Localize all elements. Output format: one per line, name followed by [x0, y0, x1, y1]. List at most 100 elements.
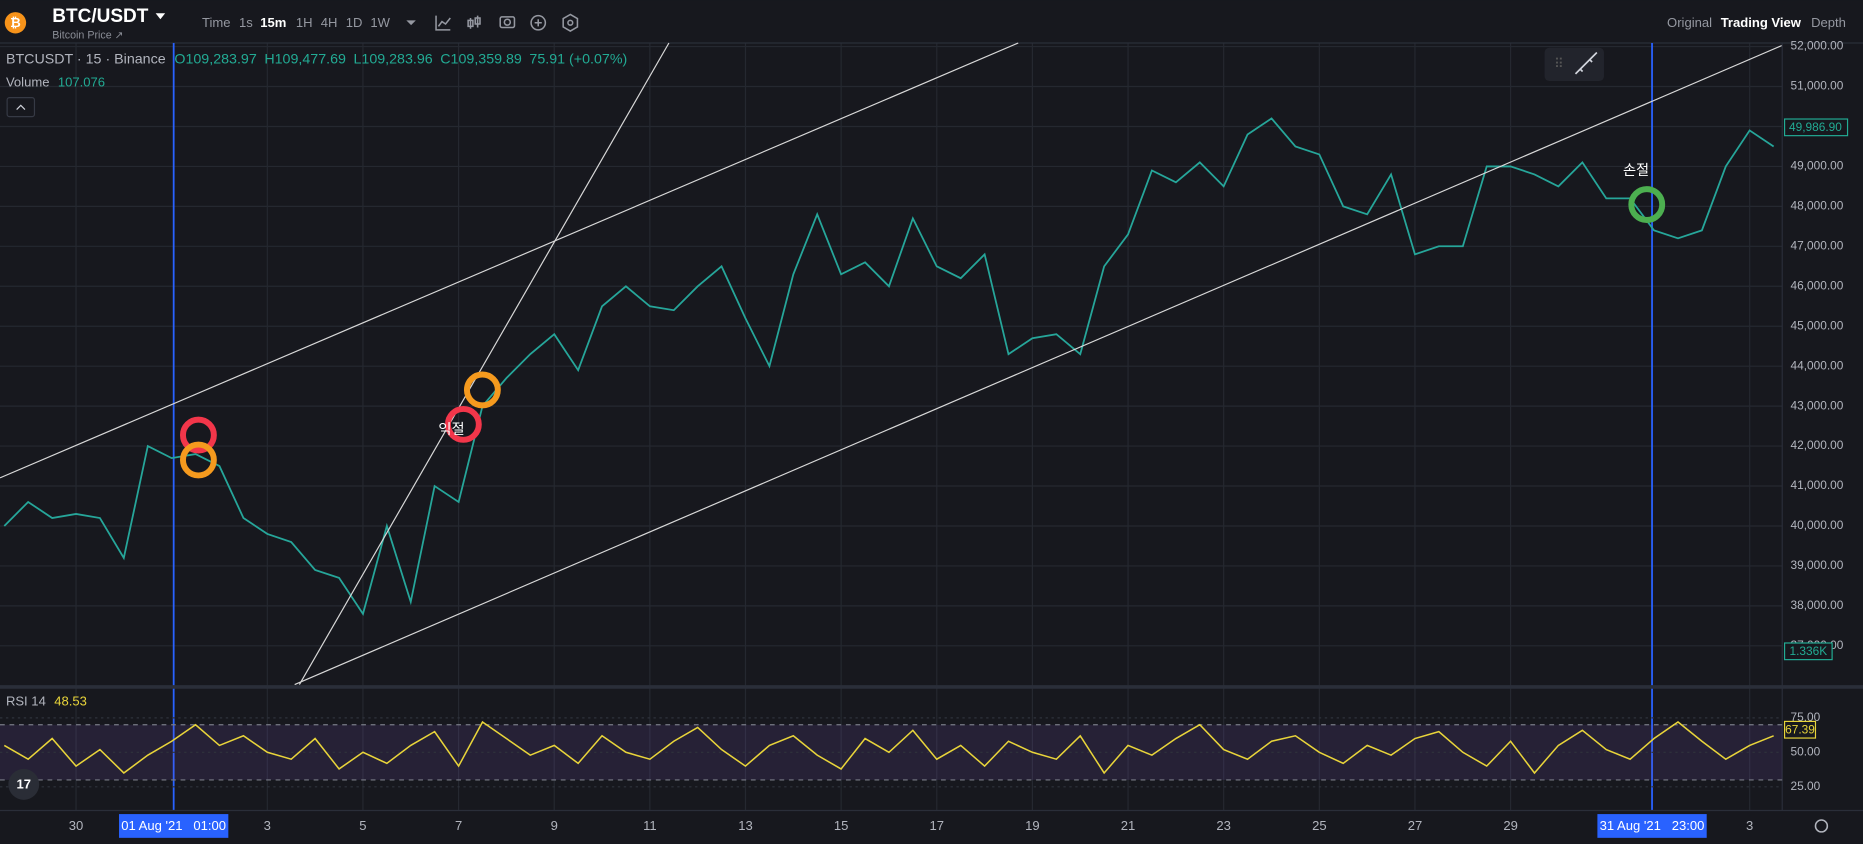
interval[interactable]: 1s	[239, 15, 253, 30]
rsi-legend: RSI 14 48.53	[6, 694, 87, 709]
legend-high: H109,477.69	[264, 51, 346, 67]
settings-icon[interactable]	[562, 13, 579, 32]
price-tick-label: 40,000.00	[1791, 518, 1844, 532]
date-tick-label: 3	[264, 818, 271, 833]
volume-price: 1.336K	[1790, 644, 1828, 658]
rsi-tick-label: 75.00	[1791, 710, 1821, 724]
date-tick-label: 15	[834, 818, 849, 833]
last-price-box	[1783, 118, 1849, 137]
rsi-last: 67.39	[1785, 722, 1815, 736]
price-tick-label: 48,000.00	[1791, 199, 1844, 213]
volume-value: 107.076	[58, 75, 105, 90]
interval[interactable]: Time	[202, 15, 231, 30]
trendline[interactable]	[294, 44, 1783, 686]
tv-logo[interactable]	[8, 768, 40, 800]
price-tick-label: 45,000.00	[1791, 318, 1844, 332]
rsi-line	[3, 720, 1774, 775]
rsi-tick-label: 50.00	[1791, 744, 1821, 758]
interval[interactable]: 1W	[370, 15, 390, 30]
marker-circle[interactable]	[444, 405, 482, 443]
price-line	[3, 117, 1775, 617]
indicator-icon[interactable]	[435, 15, 451, 31]
date-tick-label: 25	[1312, 818, 1327, 833]
view-switcher: Original Trading View Depth	[1667, 15, 1846, 30]
btc-icon-glyph: ₿	[10, 15, 21, 30]
screenshot-lens	[503, 18, 512, 26]
annotation[interactable]: 손절	[1623, 162, 1649, 179]
legend-change: 75.91 (+0.07%)	[529, 51, 627, 67]
trendline[interactable]	[298, 42, 670, 685]
date-tick-label: 29	[1503, 818, 1518, 833]
price-tick-label: 42,000.00	[1791, 438, 1844, 452]
trendline-tool[interactable]	[1574, 51, 1598, 75]
screenshot-icon[interactable]	[499, 16, 516, 29]
drawing-widget	[1544, 47, 1604, 82]
axis-settings[interactable]	[1814, 819, 1829, 833]
interval[interactable]: 1D	[346, 15, 363, 30]
legend: BTCUSDT · 15 · Binance O109,283.97 H109,…	[6, 51, 627, 67]
marker-circle[interactable]	[463, 371, 501, 409]
marker-circle[interactable]	[180, 441, 217, 479]
volume-price-box	[1783, 642, 1833, 661]
date-highlight	[119, 814, 229, 838]
candle-type-icon[interactable]	[467, 15, 481, 29]
price-tick-label: 43,000.00	[1791, 398, 1844, 412]
price-tick-label: 39,000.00	[1791, 558, 1844, 572]
marker-circle[interactable]	[180, 416, 217, 454]
date-tick-label: 01 Aug '21 01:00	[121, 818, 226, 833]
legend-low: L109,283.96	[353, 51, 432, 67]
subtitle[interactable]: Bitcoin Price ↗	[52, 30, 123, 42]
rsi-tick-label: 25.00	[1791, 779, 1821, 793]
annotation[interactable]: 익절	[438, 421, 464, 438]
symbol[interactable]: BTC/USDT	[52, 6, 148, 27]
view-tab[interactable]: Original	[1667, 15, 1712, 30]
collapse-button[interactable]	[6, 97, 36, 118]
collapse-chevron	[16, 104, 26, 110]
settings-dot	[567, 19, 574, 26]
trendline[interactable]	[0, 42, 1019, 479]
date-tick-label: 31 Aug '21 23:00	[1600, 818, 1705, 833]
price-tick-label: 38,000.00	[1791, 598, 1844, 612]
trendlines	[0, 42, 1783, 686]
rsi-label: RSI 14	[6, 694, 46, 709]
date-tick-label: 23	[1216, 818, 1231, 833]
date-tick-label: 3	[1746, 818, 1753, 833]
add-icon[interactable]	[530, 14, 547, 31]
marker-circle[interactable]	[1628, 186, 1666, 223]
volume-label: Volume	[6, 75, 50, 90]
date-tick-label: 27	[1408, 818, 1423, 833]
interval[interactable]: 4H	[321, 15, 338, 30]
view-tab[interactable]: Depth	[1811, 15, 1846, 30]
date-tick-label: 5	[359, 818, 366, 833]
date-tick-label: 13	[738, 818, 753, 833]
markers	[180, 186, 1666, 479]
interval[interactable]: 15m	[260, 15, 286, 30]
price-tick-label: 46,000.00	[1791, 278, 1844, 292]
interval[interactable]: 1H	[296, 15, 313, 30]
grid	[0, 42, 1783, 811]
legend-open: O109,283.97	[174, 51, 256, 67]
date-tick-label: 9	[551, 818, 558, 833]
tool-icons	[435, 13, 579, 32]
price-tick-label: 41,000.00	[1791, 478, 1844, 492]
date-axis: 30 01 Aug '21 01:00 3 5 7 9 11 13 15 17 19 21 23 25 27…	[69, 814, 1753, 838]
drag-handle[interactable]: ⠿	[1554, 56, 1564, 71]
date-tick-label: 21	[1121, 818, 1136, 833]
date-tick-label: 17	[930, 818, 945, 833]
symbol-dropdown[interactable]	[155, 13, 166, 20]
rsi-pane	[0, 717, 1783, 788]
rsi-last-box	[1783, 720, 1817, 739]
price-tick-label: 51,000.00	[1791, 79, 1844, 93]
interval-more[interactable]	[406, 20, 416, 26]
price-tick-label: 49,000.00	[1791, 159, 1844, 173]
add-plus	[534, 19, 542, 27]
interval-toolbar: Time 1s 15m 1H 4H 1D 1W	[202, 15, 391, 30]
price-tick-label: 52,000.00	[1791, 39, 1844, 53]
legend-source: BTCUSDT · 15 · Binance	[6, 51, 166, 67]
rsi-value: 48.53	[54, 694, 87, 709]
legend-close: C109,359.89	[440, 51, 522, 67]
view-tab[interactable]: Trading View	[1721, 15, 1802, 30]
tv-logo-glyph: 17	[17, 776, 32, 791]
price-tick-label: 47,000.00	[1791, 238, 1844, 252]
